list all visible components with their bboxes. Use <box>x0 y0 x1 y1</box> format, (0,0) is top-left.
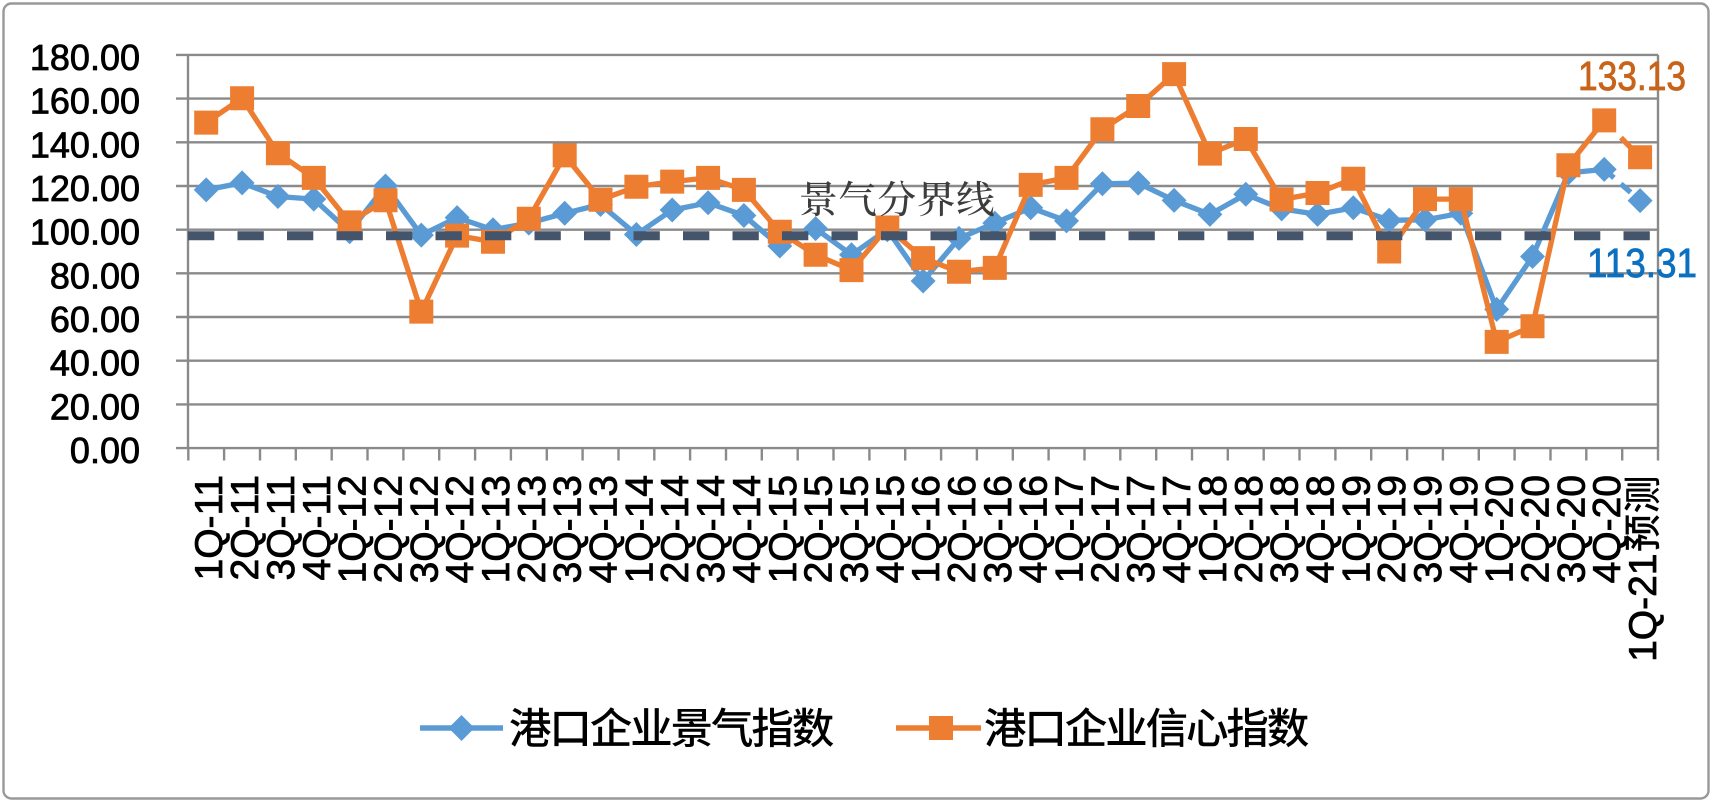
svg-text:1Q-14: 1Q-14 <box>618 475 661 583</box>
svg-text:1Q-15: 1Q-15 <box>762 475 805 583</box>
svg-text:3Q-18: 3Q-18 <box>1264 475 1307 583</box>
svg-text:0.00: 0.00 <box>70 430 140 471</box>
svg-text:4Q-17: 4Q-17 <box>1156 475 1199 583</box>
svg-text:20.00: 20.00 <box>50 386 140 427</box>
svg-text:4Q-19: 4Q-19 <box>1443 475 1486 583</box>
svg-text:40.00: 40.00 <box>50 343 140 384</box>
svg-text:2Q-12: 2Q-12 <box>368 475 411 583</box>
svg-text:4Q-11: 4Q-11 <box>296 475 339 581</box>
svg-text:1Q-11: 1Q-11 <box>188 475 231 581</box>
svg-text:1Q-17: 1Q-17 <box>1049 475 1092 583</box>
svg-text:4Q-13: 4Q-13 <box>583 475 626 583</box>
svg-text:1Q-18: 1Q-18 <box>1192 475 1235 583</box>
svg-text:140.00: 140.00 <box>30 124 140 165</box>
svg-text:3Q-11: 3Q-11 <box>260 475 303 581</box>
svg-text:2Q-18: 2Q-18 <box>1228 475 1271 583</box>
svg-text:100.00: 100.00 <box>30 212 140 253</box>
svg-text:3Q-14: 3Q-14 <box>690 475 733 583</box>
svg-text:1Q-21: 1Q-21 <box>1622 554 1665 662</box>
svg-text:1Q-12: 1Q-12 <box>332 475 375 583</box>
svg-text:113.31: 113.31 <box>1587 240 1697 286</box>
svg-text:2Q-13: 2Q-13 <box>511 475 554 583</box>
svg-text:2Q-11: 2Q-11 <box>224 475 267 581</box>
svg-text:3Q-17: 3Q-17 <box>1120 475 1163 583</box>
svg-text:4Q-18: 4Q-18 <box>1300 475 1343 583</box>
svg-text:3Q-19: 3Q-19 <box>1407 475 1450 583</box>
svg-text:1Q-16: 1Q-16 <box>905 475 948 583</box>
svg-text:4Q-15: 4Q-15 <box>869 475 912 583</box>
svg-text:133.13: 133.13 <box>1578 53 1686 99</box>
svg-text:2Q-14: 2Q-14 <box>654 475 697 583</box>
svg-text:180.00: 180.00 <box>30 37 140 78</box>
svg-text:2Q-16: 2Q-16 <box>941 475 984 583</box>
svg-text:4Q-12: 4Q-12 <box>439 475 482 583</box>
svg-text:160.00: 160.00 <box>30 81 140 122</box>
svg-text:4Q-16: 4Q-16 <box>1013 475 1056 583</box>
svg-text:80.00: 80.00 <box>50 255 140 296</box>
svg-text:3Q-13: 3Q-13 <box>547 475 590 583</box>
svg-text:2Q-19: 2Q-19 <box>1371 475 1414 583</box>
svg-text:2Q-15: 2Q-15 <box>798 475 841 583</box>
svg-text:3Q-20: 3Q-20 <box>1550 475 1593 583</box>
svg-text:120.00: 120.00 <box>30 168 140 209</box>
svg-text:4Q-20: 4Q-20 <box>1586 475 1629 583</box>
svg-text:1Q-19: 1Q-19 <box>1335 475 1378 583</box>
svg-text:60.00: 60.00 <box>50 299 140 340</box>
svg-text:4Q-14: 4Q-14 <box>726 475 769 583</box>
svg-text:3Q-12: 3Q-12 <box>403 475 446 583</box>
svg-text:3Q-16: 3Q-16 <box>977 475 1020 583</box>
svg-text:1Q-20: 1Q-20 <box>1479 475 1522 583</box>
svg-text:1Q-13: 1Q-13 <box>475 475 518 583</box>
svg-text:2Q-20: 2Q-20 <box>1515 475 1558 583</box>
svg-text:3Q-15: 3Q-15 <box>834 475 877 583</box>
svg-text:2Q-17: 2Q-17 <box>1084 475 1127 583</box>
